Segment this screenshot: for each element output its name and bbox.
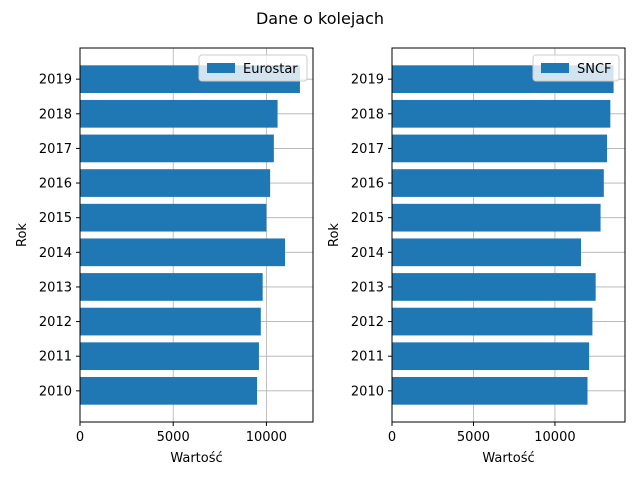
legend-label: SNCF [577,62,612,77]
y-tick-label: 2017 [351,142,384,157]
y-tick-label: 2011 [351,350,384,365]
y-tick-label: 2012 [39,315,72,330]
bar-2010 [80,376,258,405]
y-tick-label: 2019 [39,73,72,88]
figure-title: Dane o kolejach [256,9,384,28]
y-axis-label: Rok [15,223,30,247]
x-axis-label: Wartość [170,451,222,466]
x-tick-label: 10000 [534,430,575,445]
legend: Eurostar [198,54,308,82]
y-tick-label: 2011 [39,350,72,365]
bar-2012 [80,307,261,336]
x-tick-label: 0 [388,430,396,445]
bar-2013 [392,273,596,301]
y-tick-label: 2016 [39,177,72,192]
x-axis-label: Wartość [482,451,534,466]
x-tick-label: 10000 [246,430,287,445]
bar-2012 [392,307,593,336]
y-tick-label: 2013 [351,280,384,295]
bar-2015 [392,203,601,232]
y-tick-label: 2015 [39,211,72,226]
x-tick-label: 0 [76,430,84,445]
bar-2018 [80,99,278,128]
bar-2011 [392,342,590,371]
bar-2017 [80,134,274,163]
bar-2014 [392,238,582,267]
legend: SNCF [532,54,620,82]
y-tick-label: 2018 [351,107,384,122]
subplot-1: 2010 2011 2012 2013 2014 2015 2016 2017 2018 2019… [15,47,314,466]
legend-swatch [207,63,235,73]
bar-2013 [80,273,263,301]
y-tick-label: 2018 [39,107,72,122]
y-tick-label: 2017 [39,142,72,157]
y-tick-label: 2012 [351,315,384,330]
y-tick-label: 2010 [39,384,72,399]
subplot-2: 2010 2011 2012 2013 2014 2015 2016 2017 2018 2019… [327,47,626,466]
y-tick-label: 2016 [351,177,384,192]
legend-swatch [541,63,569,73]
y-tick-label: 2014 [39,246,72,261]
x-tick-label: 5000 [157,430,190,445]
y-tick-label: 2014 [351,246,384,261]
legend-box [198,54,308,82]
legend-box [532,54,620,82]
y-axis-label: Rok [327,223,342,247]
x-tick-label: 5000 [457,430,490,445]
y-tick-label: 2019 [351,73,384,88]
bar-2011 [80,342,259,371]
axes-frame [79,47,314,423]
y-tick-label: 2013 [39,280,72,295]
bar-2018 [392,99,611,128]
bar-2015 [80,203,267,232]
bar-2017 [392,134,608,163]
legend-label: Eurostar [243,62,298,77]
bar-2016 [80,169,271,197]
y-tick-label: 2010 [351,384,384,399]
bar-2014 [80,238,286,267]
bar-2010 [392,376,588,405]
bar-2016 [392,169,604,197]
axes-frame [391,47,626,423]
y-tick-label: 2015 [351,211,384,226]
